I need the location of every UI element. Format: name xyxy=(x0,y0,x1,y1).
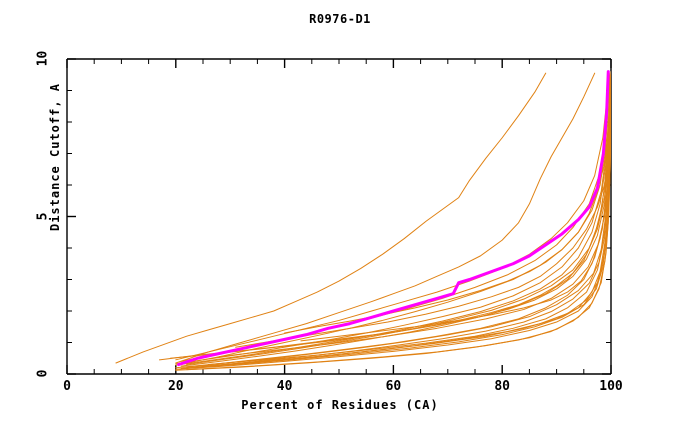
x-tick-label: 80 xyxy=(494,379,511,394)
series-line-band-near-axis-2 xyxy=(186,102,611,371)
y-axis-label: Distance Cutoff, A xyxy=(48,82,62,232)
x-tick-label: 0 xyxy=(63,379,71,394)
series-line-band-lower-3 xyxy=(186,80,611,368)
x-tick-label: 20 xyxy=(167,379,184,394)
data-series-group xyxy=(115,70,611,371)
series-line-band-extra-mid-high xyxy=(218,86,611,358)
chart-title: R0976-D1 xyxy=(309,12,371,26)
series-line-target-model-highlight xyxy=(177,70,610,367)
x-tick-label: 100 xyxy=(599,379,623,394)
x-tick-label: 60 xyxy=(385,379,402,394)
series-line-band-mid-2 xyxy=(180,83,611,367)
series-line-band-tail-flat-2 xyxy=(202,93,611,367)
axis-ticks xyxy=(66,58,612,375)
x-axis-label: Percent of Residues (CA) xyxy=(241,398,439,412)
series-line-band-lower-2 xyxy=(180,96,611,369)
series-line-band-extra-mid-low xyxy=(207,91,611,366)
series-line-band-step-mid xyxy=(284,105,611,334)
series-line-outlier-high-1 xyxy=(115,72,547,364)
x-tick-label: 40 xyxy=(276,379,293,394)
series-line-band-mid-4 xyxy=(175,72,611,365)
series-line-band-flat-high-right xyxy=(235,121,611,348)
series-line-band-lower-1 xyxy=(175,90,611,369)
series-line-band-mid-1 xyxy=(175,80,611,366)
series-line-band-sparse-low xyxy=(158,102,611,361)
series-line-outlier-high-2 xyxy=(175,72,596,364)
series-line-band-sparse-low-2 xyxy=(169,108,611,359)
series-line-band-upper-1 xyxy=(175,72,610,361)
series-line-band-low-outer-1 xyxy=(175,99,611,370)
series-line-band-upper-3 xyxy=(186,77,611,364)
y-tick-label: 0 xyxy=(35,369,51,378)
